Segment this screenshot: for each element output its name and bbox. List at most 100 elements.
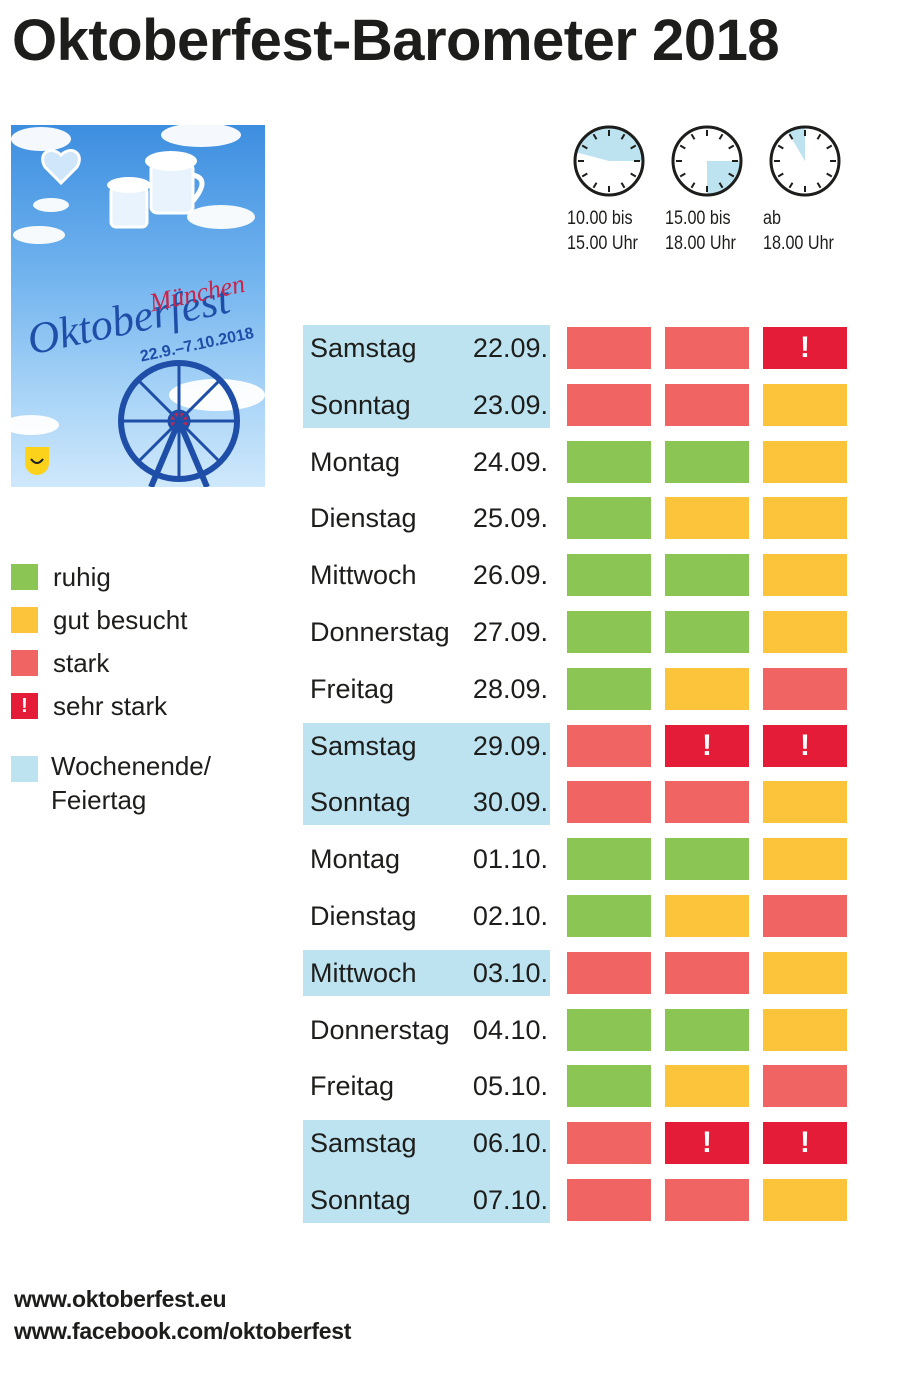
crowd-level-cell bbox=[567, 781, 651, 824]
day-date: 01.10. bbox=[472, 844, 548, 875]
day-row: Freitag 28.09. bbox=[303, 667, 848, 710]
day-date: 30.09. bbox=[472, 787, 548, 818]
crowd-level-cell bbox=[665, 554, 749, 597]
legend-swatch-weekend bbox=[11, 756, 38, 782]
day-date: 07.10. bbox=[472, 1185, 548, 1215]
crowd-level-cell bbox=[763, 1065, 847, 1108]
day-name: Mittwoch bbox=[310, 560, 417, 591]
crowd-level-cell bbox=[567, 724, 651, 767]
legend-label: sehr stark bbox=[53, 691, 168, 721]
crowd-level-cell bbox=[665, 781, 749, 824]
time-slot-1-line1: 10.00 bis bbox=[567, 208, 633, 229]
weekend-band bbox=[303, 949, 550, 996]
crowd-level-cell bbox=[665, 383, 749, 426]
time-slot-1-line2: 15.00 Uhr bbox=[567, 233, 638, 254]
footer-website-link[interactable]: www.oktoberfest.eu bbox=[14, 1286, 227, 1312]
crowd-level-cell bbox=[567, 667, 651, 710]
crowd-level-cell bbox=[763, 497, 847, 540]
clock-icon-evening bbox=[769, 125, 841, 197]
day-name: Samstag bbox=[310, 730, 417, 761]
crowd-level-cell bbox=[665, 667, 749, 710]
day-row: Samstag 22.09.! bbox=[303, 327, 848, 369]
day-date: 06.10. bbox=[472, 1128, 548, 1159]
day-name: Samstag bbox=[310, 1128, 417, 1159]
legend-weekend-line2: Feiertag bbox=[51, 785, 147, 815]
legend-weekend-line1: Wochenende/ bbox=[51, 751, 211, 781]
legend-weekend-label: Wochenende/ Feiertag bbox=[51, 749, 211, 817]
day-date: 04.10. bbox=[472, 1014, 548, 1045]
legend-label: stark bbox=[53, 648, 110, 678]
day-name: Donnerstag bbox=[310, 617, 450, 647]
crowd-level-cell bbox=[567, 895, 651, 937]
day-row: Sonntag 07.10. bbox=[303, 1179, 848, 1221]
legend-swatch bbox=[11, 564, 38, 590]
crowd-level-cell bbox=[665, 1065, 749, 1108]
crowd-level-cell bbox=[567, 1008, 651, 1051]
time-slot-2-line1: 15.00 bis bbox=[665, 208, 731, 229]
day-date: 25.09. bbox=[472, 503, 548, 534]
crowd-level-cell bbox=[567, 554, 651, 597]
footer-facebook-link[interactable]: www.facebook.com/oktoberfest bbox=[14, 1318, 352, 1344]
crowd-level-cell bbox=[763, 1008, 847, 1051]
time-slot-3-line2: 18.00 Uhr bbox=[763, 233, 834, 254]
crowd-level-cell bbox=[665, 611, 749, 653]
crowd-level-cell bbox=[567, 1065, 651, 1108]
day-row: Sonntag 23.09. bbox=[303, 383, 848, 426]
day-date: 28.09. bbox=[472, 673, 548, 704]
weekend-band bbox=[303, 325, 550, 428]
day-row: Samstag 06.10.!! bbox=[303, 1122, 848, 1165]
day-date: 23.09. bbox=[472, 389, 548, 420]
crowd-level-cell bbox=[567, 838, 651, 881]
day-date: 29.09. bbox=[472, 730, 548, 761]
day-row: Donnerstag 27.09. bbox=[303, 611, 848, 653]
crowd-level-cell bbox=[567, 497, 651, 540]
clock-icon-afternoon bbox=[671, 125, 743, 197]
page-title: Oktoberfest-Barometer 2018 bbox=[12, 8, 780, 73]
day-row: Donnerstag 04.10. bbox=[303, 1008, 848, 1051]
crowd-level-cell bbox=[763, 554, 847, 597]
day-row: Mittwoch 03.10. bbox=[303, 951, 848, 994]
day-row: Dienstag 25.09. bbox=[303, 497, 848, 540]
day-name: Montag bbox=[310, 844, 401, 875]
crowd-level-cell bbox=[665, 895, 749, 937]
crowd-level-cell bbox=[567, 327, 651, 369]
legend-label: ruhig bbox=[53, 562, 111, 592]
legend-swatch bbox=[11, 650, 38, 676]
time-slot-label-1: 10.00 bis 15.00 Uhr bbox=[567, 206, 638, 256]
weekend-band bbox=[303, 722, 550, 826]
crowd-level-cell bbox=[665, 497, 749, 540]
weekend-band bbox=[303, 1120, 550, 1223]
day-date: 24.09. bbox=[472, 446, 548, 477]
day-date: 27.09. bbox=[472, 617, 548, 647]
crowd-level-cell bbox=[763, 838, 847, 881]
crowd-level-cell bbox=[665, 327, 749, 369]
ferris-wheel-icon bbox=[118, 360, 240, 487]
crowd-level-cell bbox=[567, 1122, 651, 1165]
time-slot-label-2: 15.00 bis 18.00 Uhr bbox=[665, 206, 736, 256]
crowd-level-cell: ! bbox=[763, 327, 847, 369]
day-name: Donnerstag bbox=[310, 1014, 450, 1045]
crowd-level-cell bbox=[567, 440, 651, 483]
day-date: 22.09. bbox=[472, 333, 548, 363]
legend-swatch: ! bbox=[11, 693, 38, 719]
crowd-level-cell bbox=[763, 781, 847, 824]
day-name: Freitag bbox=[310, 1071, 395, 1102]
crowd-level-cell bbox=[665, 440, 749, 483]
day-name: Mittwoch bbox=[310, 957, 417, 988]
crowd-level-cell bbox=[763, 1179, 847, 1221]
day-name: Sonntag bbox=[310, 389, 411, 420]
crowd-level-cell bbox=[567, 383, 651, 426]
day-row: Montag 01.10. bbox=[303, 838, 848, 881]
crowd-level-cell bbox=[665, 1008, 749, 1051]
time-slot-label-3: ab 18.00 Uhr bbox=[763, 206, 834, 256]
crowd-level-cell bbox=[665, 838, 749, 881]
clock-icon-morning bbox=[573, 125, 645, 197]
oktoberfest-poster: Oktoberfest München 22.9.–7.10.2018 bbox=[11, 125, 265, 487]
crowd-level-cell bbox=[567, 951, 651, 994]
day-name: Sonntag bbox=[310, 1185, 411, 1215]
day-row: Dienstag 02.10. bbox=[303, 895, 848, 937]
legend-swatch bbox=[11, 607, 38, 633]
crowd-level-cell: ! bbox=[763, 724, 847, 767]
crowd-level-cell bbox=[763, 440, 847, 483]
day-row: Samstag 29.09.!! bbox=[303, 724, 848, 767]
